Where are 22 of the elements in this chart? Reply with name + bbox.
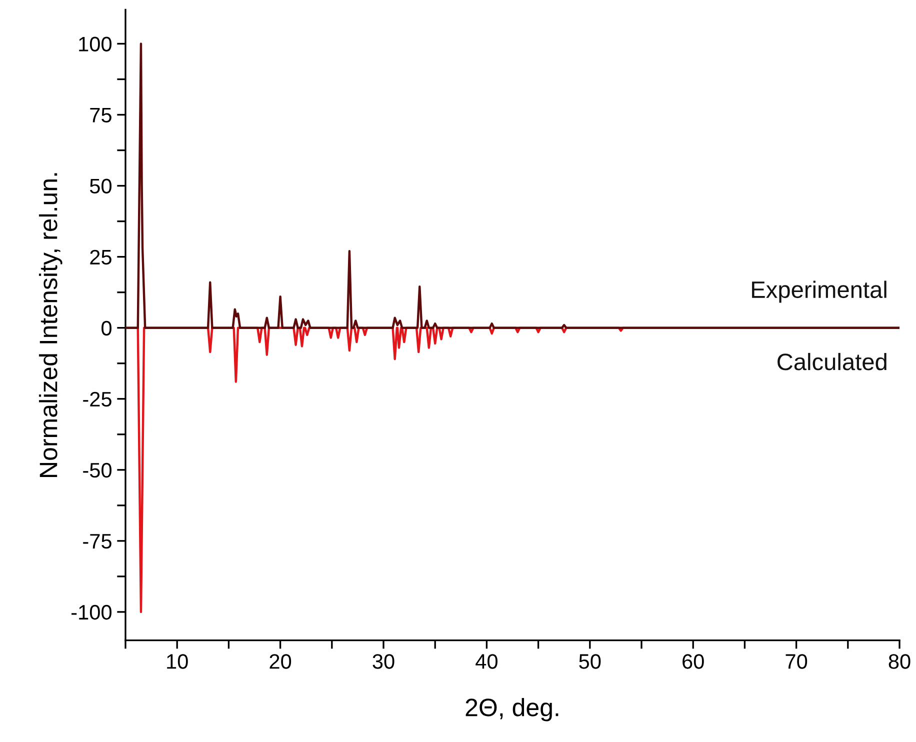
x-tick-label: 70: [786, 654, 808, 669]
y-tick-label: 25: [90, 250, 112, 265]
series-label: Calculated: [778, 352, 886, 370]
y-tick-label: 75: [90, 108, 112, 123]
y-tick-label: -25: [83, 392, 112, 407]
y-axis-title: Normalized Intensity, rel.un.: [38, 173, 62, 477]
x-axis-title: 2Θ, deg.: [466, 698, 558, 722]
x-tick-label: 10: [167, 654, 188, 669]
y-tick-label: 50: [90, 178, 112, 194]
x-tick-label: 30: [372, 654, 394, 669]
y-tick-label: 0: [102, 320, 112, 336]
x-tick-label: 80: [888, 654, 910, 669]
x-tick-label: 50: [579, 654, 601, 669]
y-tick-label: -100: [72, 604, 112, 620]
y-tick-label: -50: [83, 462, 112, 478]
y-tick-label: -75: [83, 534, 112, 549]
line-series: [125, 42, 900, 329]
y-tick-label: 100: [79, 36, 112, 52]
series-label: Experimental: [752, 280, 886, 303]
x-tick-label: 20: [270, 654, 292, 669]
x-tick-label: 40: [476, 654, 498, 669]
x-tick-label: 60: [682, 654, 704, 669]
